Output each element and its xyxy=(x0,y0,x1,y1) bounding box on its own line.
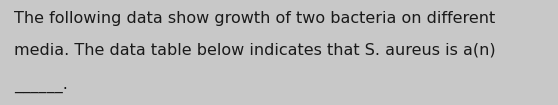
Text: media. The data table below indicates that S. aureus is a(n): media. The data table below indicates th… xyxy=(14,43,496,58)
Text: ______.: ______. xyxy=(14,79,68,94)
Text: The following data show growth of two bacteria on different: The following data show growth of two ba… xyxy=(14,11,495,26)
